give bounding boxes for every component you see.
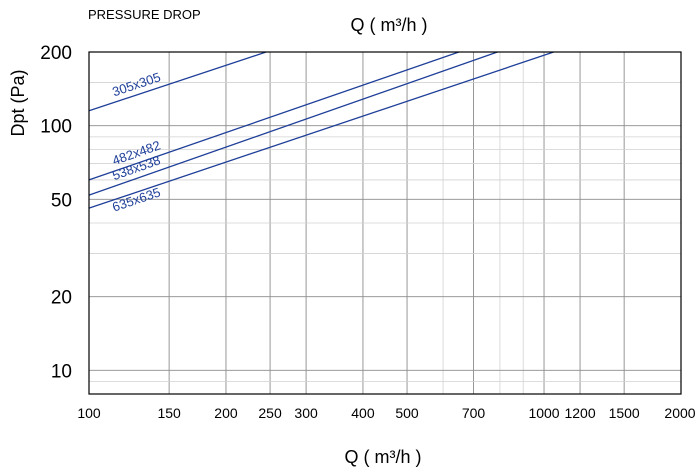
x-tick-label: 150 xyxy=(157,405,181,421)
y-tick-label: 50 xyxy=(51,190,72,211)
chart-caption: PRESSURE DROP xyxy=(88,7,201,22)
y-tick-label: 100 xyxy=(40,117,72,138)
axes xyxy=(88,51,682,395)
series-lines xyxy=(88,51,554,209)
x-tick-label: 500 xyxy=(395,405,419,421)
y-tick-label: 200 xyxy=(40,43,72,64)
series-line-635x635 xyxy=(88,51,554,209)
series-label-635x635: 635x635 xyxy=(110,184,162,214)
series-line-305x305 xyxy=(88,51,267,112)
series-line-482x482 xyxy=(88,51,460,181)
x-tick-label: 1000 xyxy=(528,405,559,421)
x-tick-label: 100 xyxy=(77,405,101,421)
x-tick-label: 1200 xyxy=(564,405,595,421)
x-tick-label: 1500 xyxy=(609,405,640,421)
series-line-538x538 xyxy=(88,51,498,196)
x-tick-labels: 100 150 200 250 300 400 500 700 1000 1200 1500 2000 xyxy=(77,405,695,421)
grid xyxy=(88,51,682,394)
x-axis-label: Q ( m³/h ) xyxy=(345,447,422,467)
x-tick-label: 2000 xyxy=(664,405,695,421)
y-tick-label: 20 xyxy=(51,288,72,309)
x-tick-label: 250 xyxy=(258,405,282,421)
top-axis-label: Q ( m³/h ) xyxy=(351,15,428,35)
y-tick-label: 10 xyxy=(51,361,72,382)
x-tick-label: 300 xyxy=(294,405,318,421)
y-tick-labels: 10 20 50 100 200 xyxy=(40,43,72,382)
x-tick-label: 200 xyxy=(214,405,238,421)
plot-frame xyxy=(88,51,682,395)
x-tick-label: 700 xyxy=(462,405,486,421)
x-tick-label: 400 xyxy=(351,405,375,421)
y-axis-label: Dpt (Pa) xyxy=(8,69,28,136)
